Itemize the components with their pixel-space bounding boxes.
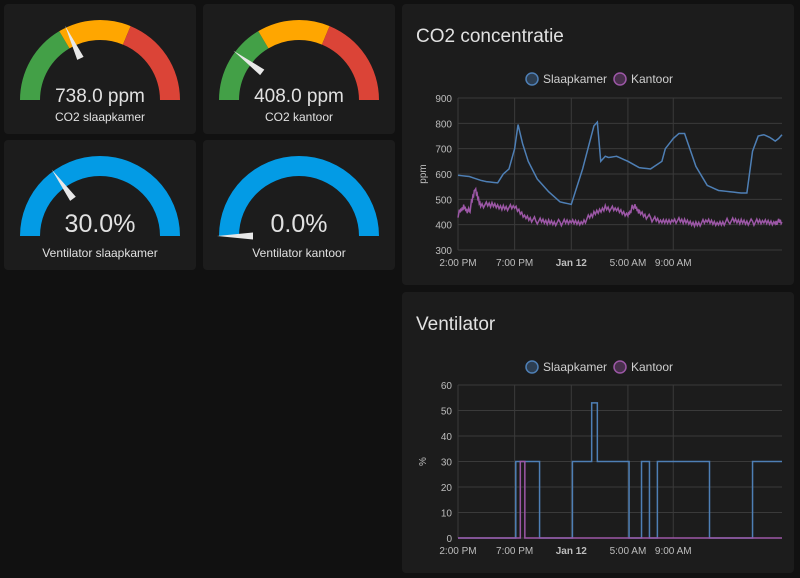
y-tick-label: 20 (441, 483, 453, 494)
graph-title: CO2 concentratie (416, 26, 564, 47)
legend-label[interactable]: Kantoor (631, 360, 673, 374)
gauge-value: 408.0 ppm (254, 86, 344, 107)
legend-swatch (525, 72, 539, 86)
x-tick-label: Jan 12 (556, 258, 588, 269)
y-axis-label: % (418, 457, 429, 466)
gauge-segment-blue (219, 156, 379, 236)
gauge-label: CO2 slaapkamer (54, 110, 146, 124)
gauge-needle (65, 25, 84, 60)
x-tick-label: 9:00 AM (655, 546, 692, 557)
gauge-segment-yellow (258, 20, 330, 49)
legend-label[interactable]: Slaapkamer (543, 360, 607, 374)
gauge-needle (51, 169, 76, 201)
x-tick-label: 2:00 PM (439, 258, 476, 269)
gauge-value: 0.0% (270, 210, 328, 238)
y-tick-label: 30 (441, 458, 453, 469)
series-line-kantoor (457, 186, 783, 229)
gauge-segment-green (219, 31, 269, 100)
y-tick-label: 300 (435, 246, 452, 257)
y-tick-label: 60 (441, 381, 453, 392)
gauge-value: 30.0% (64, 210, 136, 238)
legend-swatch (613, 72, 627, 86)
gauge-needle (217, 232, 253, 240)
legend-swatch (613, 360, 627, 374)
x-tick-label: 7:00 PM (496, 258, 533, 269)
gauge-segment-red (321, 26, 379, 100)
x-tick-label: 7:00 PM (496, 546, 533, 557)
y-tick-label: 0 (446, 534, 452, 545)
series-line-slaapkamer (457, 120, 783, 206)
x-tick-label: 9:00 AM (655, 258, 692, 269)
y-tick-label: 400 (435, 221, 452, 232)
series-line-slaapkamer (458, 402, 782, 539)
fan-chart: Slaapkamer Kantoor 60 50 40 30 20 10 02:00 PM 7:0… (418, 360, 782, 557)
graph-title: Ventilator (416, 314, 496, 335)
y-tick-label: 700 (435, 145, 452, 156)
y-tick-label: 600 (435, 170, 452, 181)
y-tick-label: 500 (435, 195, 452, 206)
gauge-segment-red (122, 26, 180, 100)
gauge-fan-bedroom (20, 156, 180, 236)
legend-label[interactable]: Slaapkamer (543, 72, 607, 86)
y-tick-label: 900 (435, 94, 452, 105)
gauge-card-co2-office[interactable]: 408.0 ppm CO2 kantoor (203, 4, 395, 134)
x-tick-label: Jan 12 (556, 546, 588, 557)
gauge-card-fan-bedroom[interactable]: 30.0% Ventilator slaapkamer (4, 140, 196, 270)
gauge-label: CO2 kantoor (264, 110, 334, 124)
x-tick-label: 5:00 AM (610, 258, 647, 269)
gauge-label: Ventilator kantoor (252, 246, 346, 260)
y-axis-label: ppm (418, 164, 429, 183)
gauge-segment-yellow (59, 20, 131, 49)
gauge-fan-office (217, 156, 379, 240)
y-tick-label: 40 (441, 432, 453, 443)
gauge-needle (233, 50, 265, 76)
gauge-value: 738.0 ppm (55, 86, 145, 107)
gauge-co2-bedroom (20, 20, 180, 100)
gauge-segment-blue (20, 156, 180, 236)
graph-card-co2: CO2 concentratie Slaapkamer Kantoor 900 800… (402, 4, 794, 285)
gauge-card-co2-bedroom[interactable]: 738.0 ppm CO2 slaapkamer (4, 4, 196, 134)
series-line-kantoor (458, 460, 782, 539)
co2-chart: Slaapkamer Kantoor 900 800 700 600 500 400 3002:… (418, 72, 783, 269)
gauge-card-fan-office[interactable]: 0.0% Ventilator kantoor (203, 140, 395, 270)
y-tick-label: 800 (435, 119, 452, 130)
gauge-label: Ventilator slaapkamer (42, 246, 158, 260)
x-tick-label: 2:00 PM (439, 546, 476, 557)
x-tick-label: 5:00 AM (610, 546, 647, 557)
gauge-co2-office (219, 20, 379, 100)
y-tick-label: 10 (441, 509, 453, 520)
legend-label[interactable]: Kantoor (631, 72, 673, 86)
gauge-segment-green (20, 31, 70, 100)
y-tick-label: 50 (441, 407, 453, 418)
legend-swatch (525, 360, 539, 374)
graph-card-fan: Ventilator Slaapkamer Kantoor 60 50 40 30 20 10… (402, 292, 794, 573)
